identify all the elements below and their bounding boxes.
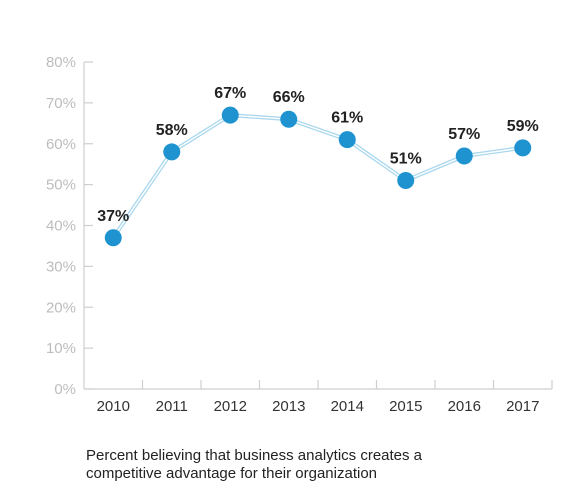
- data-label: 58%: [156, 122, 188, 139]
- data-label: 67%: [214, 85, 246, 102]
- series-line-inner: [112, 114, 523, 239]
- x-tick-label: 2011: [156, 398, 188, 415]
- y-tick-label: 60%: [46, 136, 76, 153]
- y-tick-label: 70%: [46, 95, 76, 112]
- chart-caption: Percent believing that business analytic…: [86, 447, 556, 483]
- data-point: [104, 229, 122, 247]
- y-tick-label: 20%: [46, 299, 76, 316]
- x-tick-label: 2017: [506, 398, 539, 415]
- data-point: [280, 110, 298, 128]
- data-label: 59%: [507, 118, 539, 135]
- data-label: 37%: [97, 208, 129, 225]
- caption-line-2: competitive advantage for their organiza…: [86, 465, 378, 482]
- x-tick-label: 2015: [389, 398, 422, 415]
- data-label: 61%: [331, 110, 363, 127]
- x-tick-label: 2016: [448, 398, 481, 415]
- x-tick-label: 2010: [97, 398, 130, 415]
- data-point: [455, 147, 473, 165]
- data-point: [397, 172, 415, 190]
- x-tick-label: 2013: [272, 398, 305, 415]
- data-label: 57%: [448, 126, 480, 143]
- y-tick-label: 0%: [54, 381, 76, 398]
- y-tick-label: 40%: [46, 218, 76, 235]
- x-tick-label: 2012: [214, 398, 247, 415]
- data-label: 51%: [390, 151, 422, 168]
- y-tick-label: 10%: [46, 340, 76, 357]
- y-tick-label: 30%: [46, 258, 76, 275]
- line-chart: 0% 10% 20% 30% 40% 50% 60% 70% 80% 2010 2011 2012 20…: [46, 54, 553, 415]
- data-point: [163, 143, 181, 161]
- data-point: [514, 139, 532, 157]
- y-tick-label: 80%: [46, 54, 76, 71]
- y-tick-label: 50%: [46, 177, 76, 194]
- data-point: [338, 131, 356, 149]
- x-tick-label: 2014: [331, 398, 364, 415]
- data-point: [221, 106, 239, 124]
- data-label: 66%: [273, 89, 305, 106]
- caption-line-1: Percent believing that business analytic…: [86, 447, 423, 464]
